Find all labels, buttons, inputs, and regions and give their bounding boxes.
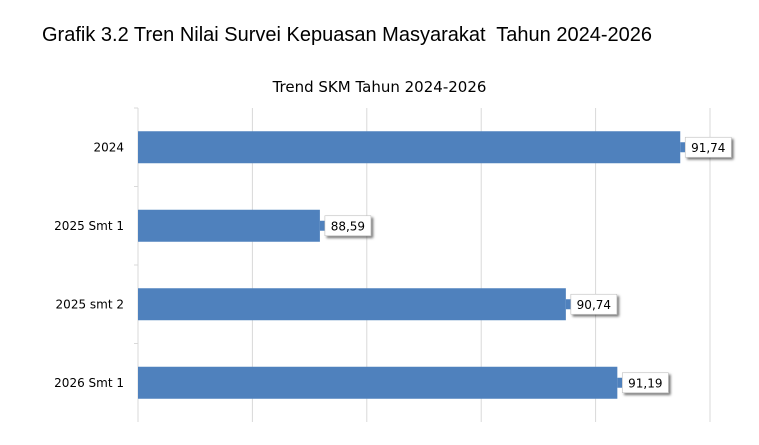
label-leader <box>319 220 325 231</box>
document-heading: Grafik 3.2 Tren Nilai Survei Kepuasan Ma… <box>42 24 652 46</box>
category-label: 2025 Smt 1 <box>54 219 124 233</box>
label-leader <box>680 142 686 153</box>
category-label: 2025 smt 2 <box>56 297 124 311</box>
data-label: 91,19 <box>628 376 662 390</box>
data-label: 88,59 <box>331 219 365 233</box>
label-leader <box>617 377 623 388</box>
data-label: 91,74 <box>691 141 725 155</box>
bar <box>138 131 681 164</box>
label-leader <box>565 299 571 310</box>
data-label-box <box>570 293 618 315</box>
bar <box>138 288 566 321</box>
data-label: 90,74 <box>577 298 611 312</box>
data-label-box <box>622 372 669 394</box>
data-label-box <box>684 136 732 158</box>
category-label: 2024 <box>93 140 124 154</box>
category-label: 2026 Smt 1 <box>54 376 124 390</box>
chart-title: Trend SKM Tahun 2024-2026 <box>272 78 487 96</box>
bar <box>138 366 618 399</box>
data-label-box <box>324 215 372 237</box>
bar <box>138 209 320 242</box>
